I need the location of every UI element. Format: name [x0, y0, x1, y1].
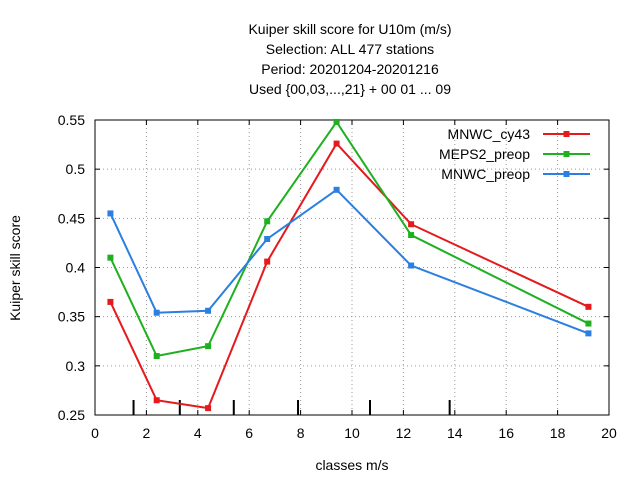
axis-ticks: 0 2 4 6 8 10 12 14 16 18 20 0.25 0.3 0.35 0.4 0.45 0.5 0.… [58, 112, 617, 441]
series-point [585, 330, 592, 337]
y-tick-label: 0.4 [66, 260, 86, 276]
x-tick-label: 0 [91, 425, 99, 441]
series-point [408, 232, 415, 239]
series-point [264, 258, 271, 265]
series-point [264, 235, 271, 242]
series-point [107, 210, 114, 217]
series-point [153, 353, 160, 359]
x-axis-label: classes m/s [315, 457, 388, 473]
y-axis-label: Kuiper skill score [7, 215, 23, 321]
x-tick-label: 18 [550, 425, 566, 441]
class-boundary-marks [132, 400, 451, 415]
series-point [107, 298, 114, 305]
series-point [205, 343, 212, 350]
x-tick-label: 14 [447, 425, 463, 441]
series-line [109, 141, 589, 410]
series-point [333, 186, 340, 193]
series-point [205, 307, 212, 314]
x-tick-label: 20 [601, 425, 617, 441]
x-tick-label: 10 [344, 425, 360, 441]
x-tick-label: 12 [396, 425, 412, 441]
chart-title: Kuiper skill score for U10m (m/s) Select… [248, 21, 451, 97]
y-tick-label: 0.35 [58, 309, 85, 325]
title-line-2: Selection: ALL 477 stations [266, 41, 434, 57]
series-point [153, 397, 160, 404]
x-tick-label: 6 [245, 425, 253, 441]
title-line-4: Used {00,03,...,21} + 00 01 ... 09 [249, 81, 451, 97]
series-point [153, 309, 160, 316]
series-point [264, 218, 271, 225]
series-point [333, 118, 340, 125]
x-tick-label: 4 [194, 425, 202, 441]
series-point [408, 221, 415, 228]
series-line [109, 188, 589, 335]
y-tick-label: 0.55 [58, 112, 85, 128]
x-tick-label: 8 [297, 425, 305, 441]
legend-label: MNWC_cy43 [448, 126, 531, 142]
y-tick-label: 0.5 [66, 161, 86, 177]
grid [95, 120, 609, 415]
y-tick-label: 0.3 [66, 358, 86, 374]
title-line-1: Kuiper skill score for U10m (m/s) [248, 21, 451, 37]
series-group [107, 118, 592, 412]
legend-label: MEPS2_preop [439, 146, 530, 162]
legend-swatch-point [563, 131, 570, 137]
legend-swatch-point [563, 171, 570, 177]
series-point [205, 405, 212, 412]
legend-swatch-point [563, 151, 570, 157]
legend-label: MNWC_preop [441, 166, 530, 182]
x-tick-label: 2 [143, 425, 151, 441]
series-point [585, 320, 592, 327]
legend: MNWC_cy43 MEPS2_preop MNWC_preop [439, 126, 590, 182]
series-point [408, 262, 415, 269]
y-tick-label: 0.45 [58, 210, 85, 226]
series-point [333, 140, 340, 147]
title-line-3: Period: 20201204-20201216 [261, 61, 439, 77]
y-tick-label: 0.25 [58, 407, 85, 423]
series-point [107, 254, 114, 261]
series-point [585, 303, 592, 310]
x-tick-label: 16 [498, 425, 514, 441]
